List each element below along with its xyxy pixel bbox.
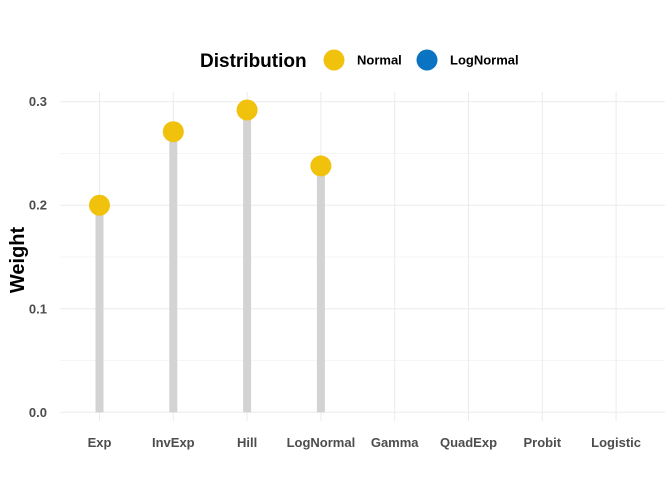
legend-entry-lognormal: LogNormal bbox=[416, 49, 519, 71]
x-tick-label: Exp bbox=[88, 435, 112, 450]
lollipop-points bbox=[89, 99, 332, 216]
legend-entry-normal: Normal bbox=[323, 49, 402, 71]
lollipop-point bbox=[162, 121, 184, 143]
x-tick-label: QuadExp bbox=[440, 435, 497, 450]
legend-key-normal bbox=[323, 49, 345, 71]
lollipop-point bbox=[89, 194, 110, 216]
lollipop-stem bbox=[95, 205, 104, 413]
x-tick-label: Hill bbox=[237, 435, 257, 450]
lollipop-point bbox=[236, 99, 258, 121]
legend-key-lognormal bbox=[416, 49, 438, 71]
lollipop-stem bbox=[169, 131, 178, 413]
grid-lines bbox=[60, 92, 665, 421]
y-axis-ticks: 0.0 0.1 0.2 0.3 bbox=[29, 94, 47, 420]
lollipop-point bbox=[310, 155, 332, 177]
legend-label-normal: Normal bbox=[357, 53, 402, 68]
x-tick-label: LogNormal bbox=[287, 435, 356, 450]
legend-label-lognormal: LogNormal bbox=[450, 53, 519, 68]
y-tick-label: 0.2 bbox=[29, 198, 47, 213]
y-tick-label: 0.3 bbox=[29, 94, 47, 109]
lollipop-stems bbox=[95, 109, 325, 413]
x-axis-ticks: Exp InvExp Hill LogNormal Gamma QuadExp Probit… bbox=[88, 435, 641, 450]
lollipop-stem bbox=[316, 165, 325, 413]
legend: Distribution Normal LogNormal bbox=[200, 49, 519, 72]
y-tick-label: 0.0 bbox=[29, 405, 47, 420]
x-tick-label: Gamma bbox=[371, 435, 419, 450]
legend-title: Distribution bbox=[200, 51, 307, 72]
x-tick-label: Probit bbox=[524, 435, 562, 450]
y-tick-label: 0.1 bbox=[29, 301, 47, 316]
y-axis-title: Weight bbox=[7, 227, 29, 294]
lollipop-stem bbox=[243, 109, 252, 413]
x-tick-label: Logistic bbox=[591, 435, 641, 450]
x-tick-label: InvExp bbox=[152, 435, 195, 450]
